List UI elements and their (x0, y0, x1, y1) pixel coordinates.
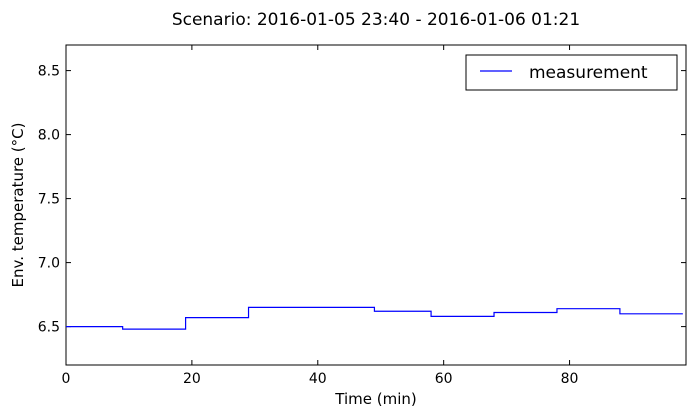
x-tick-label: 20 (183, 371, 201, 387)
plot-frame (65, 44, 687, 366)
x-tick-label: 40 (309, 371, 327, 387)
legend-label: measurement (529, 63, 648, 83)
plot-area: 0 20 40 60 80 6.5 7.0 7.5 8.0 8.5 (38, 44, 687, 387)
y-axis-label: Env. temperature (°C) (9, 123, 27, 288)
x-tick-label: 80 (561, 371, 579, 387)
y-tick-label: 7.0 (38, 256, 60, 272)
legend-box (465, 54, 678, 91)
series-line-measurement (66, 306, 683, 330)
y-tick-label: 8.5 (38, 64, 60, 80)
y-tick-label: 8.0 (38, 128, 60, 144)
x-tick-label: 0 (62, 371, 71, 387)
y-tick-label: 6.5 (38, 320, 60, 336)
x-tick-label: 60 (435, 371, 453, 387)
chart-title: Scenario: 2016-01-05 23:40 - 2016-01-06 … (172, 10, 580, 30)
legend: measurement (465, 54, 678, 91)
y-tick-label: 7.5 (38, 192, 60, 208)
x-axis-label: Time (min) (334, 390, 416, 408)
